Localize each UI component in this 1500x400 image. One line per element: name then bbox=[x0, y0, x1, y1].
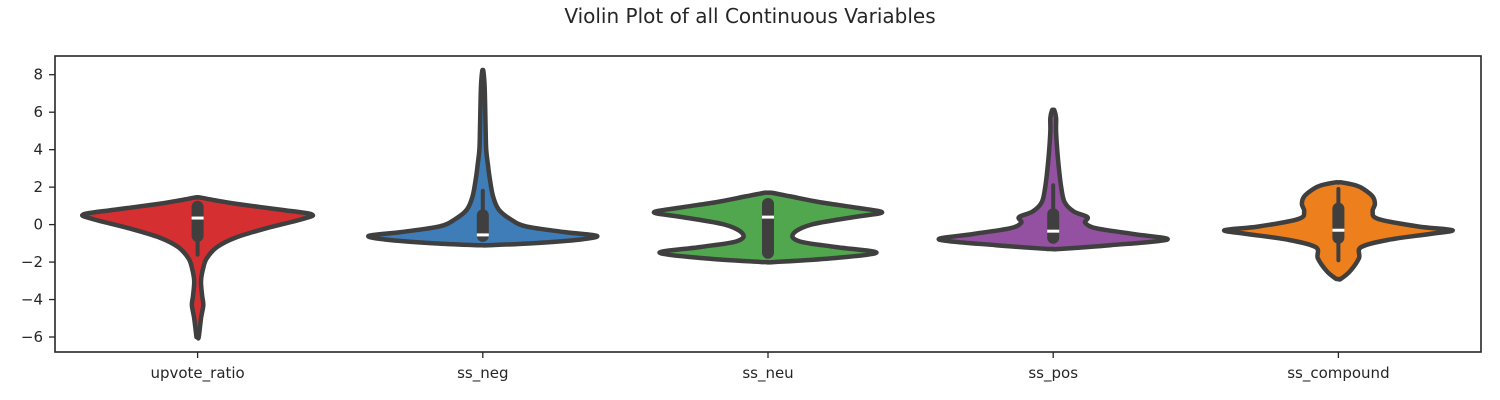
violins bbox=[80, 67, 1455, 341]
x-tick-label: ss_neu bbox=[742, 364, 793, 383]
chart-title: Violin Plot of all Continuous Variables bbox=[564, 4, 935, 28]
y-tick-label: 0 bbox=[33, 216, 43, 234]
violin-body bbox=[936, 107, 1170, 252]
x-tick-label: upvote_ratio bbox=[150, 364, 244, 383]
y-tick-label: 8 bbox=[33, 66, 43, 84]
y-tick-label: −6 bbox=[21, 328, 43, 346]
violin-ss_compound bbox=[1222, 180, 1455, 282]
violin-body bbox=[80, 194, 316, 341]
x-tick-label: ss_pos bbox=[1028, 364, 1078, 383]
violin-ss_neu bbox=[651, 190, 885, 265]
violin-ss_pos bbox=[936, 107, 1170, 252]
violin-ss_neg bbox=[366, 67, 600, 248]
y-tick-label: 6 bbox=[33, 103, 43, 121]
violin-upvote_ratio bbox=[80, 194, 316, 341]
x-tick-label: ss_neg bbox=[457, 364, 508, 383]
x-axis: upvote_ratio ss_neg ss_neu ss_pos ss_compoun… bbox=[150, 352, 1390, 383]
y-tick-label: 4 bbox=[33, 141, 43, 159]
y-tick-label: −2 bbox=[21, 253, 43, 271]
y-tick-label: −4 bbox=[21, 291, 43, 309]
y-axis: −6 −4 −2 0 2 4 6 8 bbox=[21, 66, 55, 346]
y-tick-label: 2 bbox=[33, 178, 43, 196]
violin-body bbox=[366, 67, 600, 248]
x-tick-label: ss_compound bbox=[1287, 364, 1389, 383]
